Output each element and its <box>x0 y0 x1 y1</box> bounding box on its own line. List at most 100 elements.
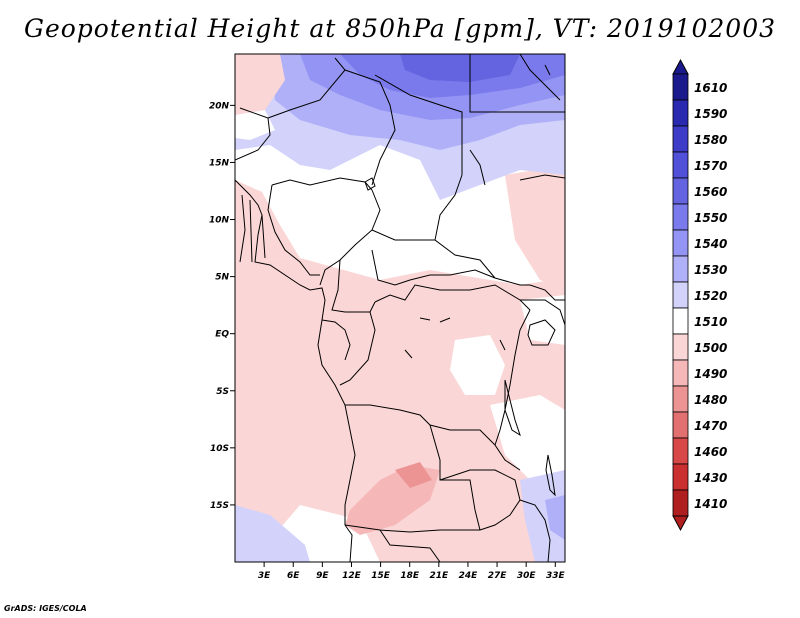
x-axis: 3E 6E 9E 12E 15E 18E 21E 24E 27E 30E 33E <box>258 562 566 581</box>
y-tick-label: 10S <box>210 444 229 454</box>
lake-victoria <box>527 319 556 346</box>
border-niger-nigeria <box>271 177 373 191</box>
colorbar-swatch <box>672 359 689 387</box>
y-tick-label: 20N <box>209 101 230 111</box>
colorbar-swatch <box>672 151 689 179</box>
border-sahara-3 <box>344 69 396 186</box>
border-nigeria <box>267 184 320 276</box>
colorbar-swatch <box>672 437 689 465</box>
red-sea <box>519 54 561 101</box>
colorbar-label: 1540 <box>694 237 727 251</box>
field-blue-sw <box>235 505 310 562</box>
y-tick-label: 5N <box>215 273 229 283</box>
border-chad-car <box>371 229 435 241</box>
border-angola-east <box>429 424 481 531</box>
border-car <box>371 249 496 286</box>
border-drc-south <box>345 404 496 446</box>
border-sahara-1 <box>235 107 271 161</box>
nile <box>469 149 486 186</box>
colorbar-swatch <box>672 99 689 127</box>
colorbar-label: 1460 <box>694 445 727 459</box>
y-tick-label: 5S <box>216 387 229 397</box>
field-pink-east <box>505 165 565 290</box>
colorbar-label: 1480 <box>694 393 727 407</box>
lake-tanganyika <box>504 379 521 437</box>
field-blue-se-2 <box>545 495 565 540</box>
colorbar-swatch <box>672 203 689 231</box>
lake-malawi <box>545 454 556 497</box>
colorbar-swatch <box>672 411 689 439</box>
colorbar-label: 1610 <box>694 81 727 95</box>
colorbar-swatch <box>672 333 689 361</box>
boundaries <box>235 54 565 562</box>
x-tick-label: 24E <box>459 571 479 581</box>
height-field <box>235 54 565 562</box>
field-pink-dark-2 <box>395 462 432 488</box>
x-tick-label: 21E <box>429 571 449 581</box>
colorbar-swatch <box>672 385 689 413</box>
x-tick-label: 18E <box>400 571 420 581</box>
border-uganda-kenya <box>529 284 565 301</box>
colorbar-swatch <box>672 125 689 153</box>
colorbar-bottom-arrow <box>672 515 689 532</box>
colorbar-swatch <box>672 307 689 335</box>
border-drc-north <box>374 284 531 311</box>
border-sahara-2 <box>267 57 346 119</box>
x-tick-label: 30E <box>517 571 537 581</box>
y-axis: 20N 15N 10N 5N EQ 5S 10S 15S <box>209 101 235 511</box>
field-pink-nw <box>235 54 285 115</box>
colorbar-label: 1510 <box>694 315 727 329</box>
field-blue-n5 <box>400 54 520 82</box>
colorbar-label: 1560 <box>694 185 727 199</box>
colorbar: 1610 1590 1580 1570 1560 1550 1540 1530 1520 1510… <box>672 58 727 532</box>
field-white-patch-2 <box>490 395 565 480</box>
x-tick-label: 12E <box>342 571 362 581</box>
colorbar-label: 1490 <box>694 367 727 381</box>
x-tick-label: 33E <box>546 571 566 581</box>
colorbar-top-arrow <box>672 58 689 75</box>
colorbar-swatch <box>672 73 689 101</box>
colorbar-swatch <box>672 463 689 491</box>
colorbar-label: 1520 <box>694 289 727 303</box>
y-tick-label: EQ <box>215 330 229 340</box>
border-sudan-south <box>494 277 530 286</box>
y-tick-label: 10N <box>209 216 230 226</box>
field-white-patch-1 <box>450 335 505 395</box>
border-mozambique <box>519 499 551 562</box>
colorbar-swatch <box>672 281 689 309</box>
colorbar-label: 1410 <box>694 497 727 511</box>
congo-squiggle <box>404 317 506 359</box>
x-tick-label: 3E <box>258 571 271 581</box>
map-title: Geopotential Height at 850hPa [gpm], VT:… <box>23 14 777 43</box>
x-tick-label: 6E <box>287 571 300 581</box>
border-libya-1 <box>374 74 463 175</box>
x-tick-label: 9E <box>316 571 329 581</box>
colorbar-swatch <box>672 489 689 517</box>
x-tick-label: 27E <box>488 571 508 581</box>
y-tick-label: 15N <box>209 158 230 168</box>
credit-label: GrADS: IGES/COLA <box>4 604 87 613</box>
border-tanzania <box>520 299 565 326</box>
field-white-nw <box>235 110 275 140</box>
border-congo <box>339 311 376 386</box>
border-cameroon <box>331 259 376 313</box>
border-west-coast-states <box>239 194 266 263</box>
map-frame <box>234 53 566 563</box>
colorbar-swatch <box>672 177 689 205</box>
border-ethiopia <box>519 174 565 181</box>
colorbar-label: 1580 <box>694 133 727 147</box>
colorbar-label: 1470 <box>694 419 727 433</box>
lake-chad <box>364 177 376 191</box>
border-zambia <box>439 469 521 531</box>
border-nigeria-east <box>319 189 381 286</box>
colorbar-label: 1590 <box>694 107 727 121</box>
colorbar-swatch <box>672 229 689 257</box>
colorbar-label: 1500 <box>694 341 727 355</box>
x-tick-label: 15E <box>371 571 391 581</box>
border-gabon <box>321 319 351 361</box>
colorbar-label: 1570 <box>694 159 727 173</box>
colorbar-swatch <box>672 255 689 283</box>
border-namibia <box>379 529 441 562</box>
border-angola-south <box>344 524 480 533</box>
